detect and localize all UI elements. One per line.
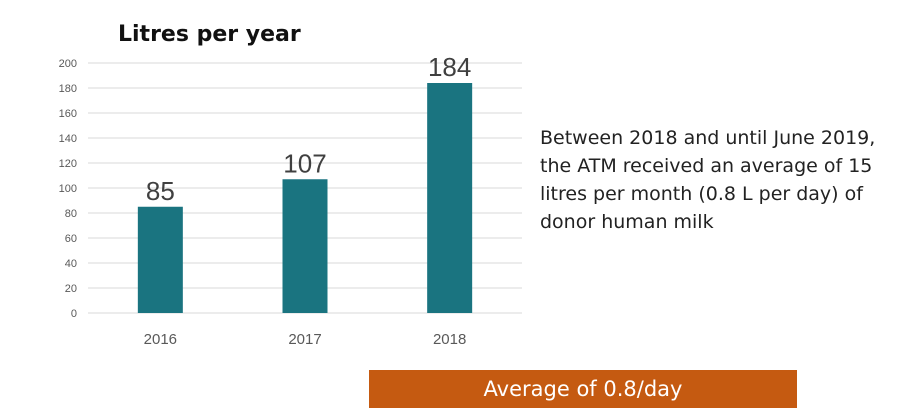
y-tick-label: 200 <box>59 58 77 70</box>
bar <box>282 179 328 313</box>
data-label: 107 <box>283 148 326 178</box>
y-tick-label: 40 <box>65 258 77 270</box>
y-tick-label: 180 <box>59 83 77 95</box>
data-label: 184 <box>428 52 471 82</box>
side-note-text: Between 2018 and until June 2019, the AT… <box>540 127 876 233</box>
y-tick-label: 20 <box>65 283 77 295</box>
y-tick-label: 0 <box>71 308 77 320</box>
x-tick-label: 2017 <box>288 331 321 348</box>
y-tick-label: 80 <box>65 208 77 220</box>
chart-title: Litres per year <box>118 22 301 47</box>
bar-chart: 0 20 40 60 80 100 120 140 160 180 200 85 2016 107 2017… <box>59 52 522 348</box>
bar <box>137 206 183 313</box>
average-banner: Average of 0.8/day <box>369 370 797 408</box>
y-tick-label: 160 <box>59 108 77 120</box>
y-tick-label: 100 <box>59 183 77 195</box>
y-tick-label: 120 <box>59 158 77 170</box>
x-tick-label: 2016 <box>144 331 177 348</box>
bar <box>427 83 473 313</box>
x-tick-label: 2018 <box>433 331 466 348</box>
y-tick-label: 60 <box>65 233 77 245</box>
y-tick-label: 140 <box>59 133 77 145</box>
data-label: 85 <box>146 176 175 206</box>
